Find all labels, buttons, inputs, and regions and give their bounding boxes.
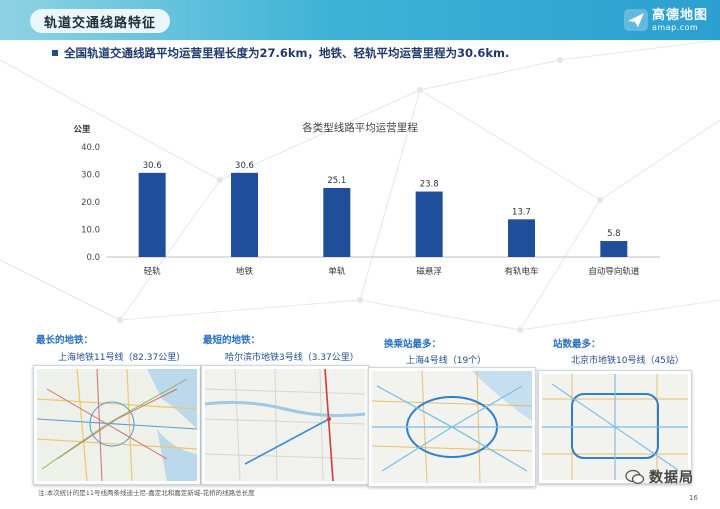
x-tick-label: 自动导向轨道 [588,266,640,277]
bar-value-label: 5.8 [607,229,621,239]
section-title-box: 轨道交通线路特征 [30,9,171,33]
section-title: 轨道交通线路特征 [44,15,157,31]
watermark: 数据局 [625,467,694,487]
y-tick-label: 20.0 [81,198,100,208]
bar-value-label: 23.8 [420,180,439,190]
page-number: 16 [689,494,698,502]
bar-value-label: 30.6 [143,161,162,171]
bar [508,219,535,257]
map-image [37,369,197,481]
footnote: 注:本次统计的是11号线两条线迪士尼-嘉定北和嘉定新城-花桥的线路总长度 [38,489,255,497]
card-label-longest: 最长的地铁： [36,335,94,346]
y-tick-label: 10.0 [81,226,100,236]
map-image [372,371,532,483]
bar-value-label: 30.6 [235,161,254,171]
headline-text: 全国轨道交通线路平均运营里程长度为27.6km，地铁、轻轨平均运营里程为30.6… [64,46,510,60]
bar-value-label: 13.7 [512,207,531,217]
map-shortest-line [201,365,369,485]
brand-logo: 高德地图 amap.com [623,7,708,33]
map-longest-line [33,365,201,485]
card-label-shortest: 最短的地铁： [203,335,261,346]
bar [600,241,628,257]
x-tick-label: 单轨 [328,266,346,277]
y-tick-label: 0.0 [86,253,100,263]
chart-title: 各类型线路平均运营里程 [302,121,418,134]
map-most-stations [538,370,692,484]
card-sub-shortest: 哈尔滨市地铁3号线（3.37公里） [225,353,359,363]
watermark-text: 数据局 [649,470,694,486]
card-sub-stations: 北京市地铁10号线（45站） [571,356,684,366]
y-tick-label: 30.0 [81,171,100,181]
bar [138,172,166,257]
card-sub-transfer: 上海4号线（19个） [406,356,487,366]
wechat-icon [625,469,645,484]
logo-domain: amap.com [651,22,699,32]
bar [231,172,258,257]
map-image [205,369,365,481]
paper-plane-logo-icon [623,9,648,31]
map-image [542,374,688,480]
header-bar: 轨道交通线路特征 高德地图 amap.com [0,0,720,40]
square-bullet-icon [52,50,58,56]
card-label-transfer: 换乘站最多： [384,339,442,350]
x-tick-label: 地铁 [236,266,254,277]
bar-chart: 各类型线路平均运营里程 公里 0.0 10.0 20.0 30.0 40.0 30.6 轻轨 30… [73,121,660,277]
x-tick-label: 磁悬浮 [416,266,442,277]
map-most-transfer [368,367,536,487]
card-label-stations: 站数最多： [553,339,601,350]
headline: 全国轨道交通线路平均运营里程长度为27.6km，地铁、轻轨平均运营里程为30.6… [52,45,509,61]
bar [323,187,351,257]
logo-name: 高德地图 [651,7,708,23]
card-sub-longest: 上海地铁11号线（82.37公里） [58,353,186,363]
bar [415,191,443,257]
y-axis-label: 公里 [73,125,91,135]
bar-value-label: 25.1 [327,176,346,186]
y-tick-label: 40.0 [81,143,100,153]
x-tick-label: 有轨电车 [504,266,538,277]
x-tick-label: 轻轨 [144,266,162,277]
